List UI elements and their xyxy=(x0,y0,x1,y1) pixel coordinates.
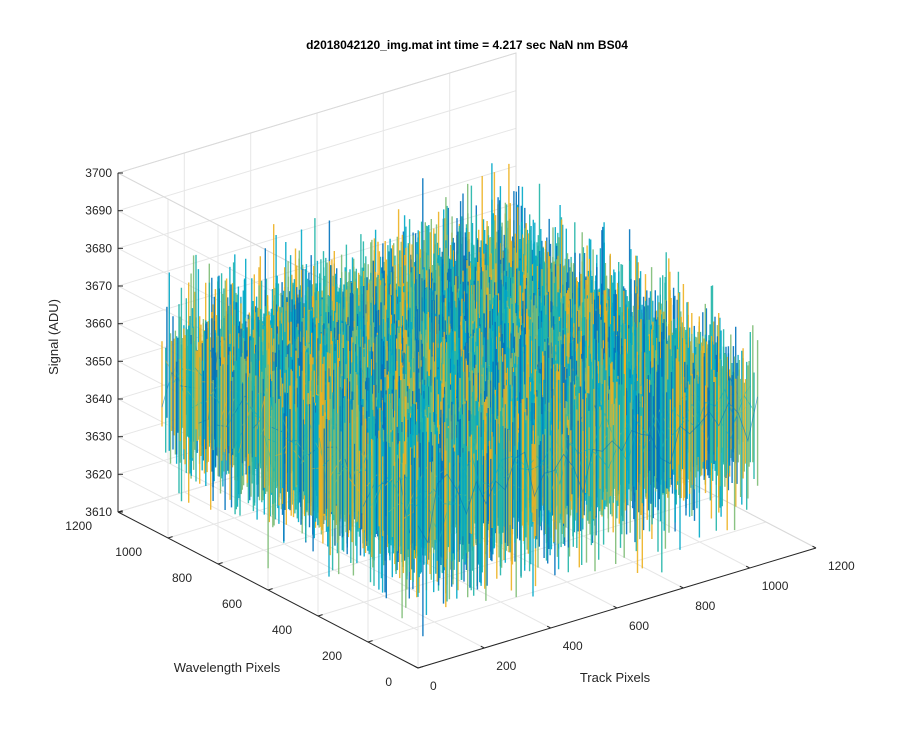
surface-plot xyxy=(161,163,759,637)
x-floor-gridline xyxy=(184,491,485,649)
